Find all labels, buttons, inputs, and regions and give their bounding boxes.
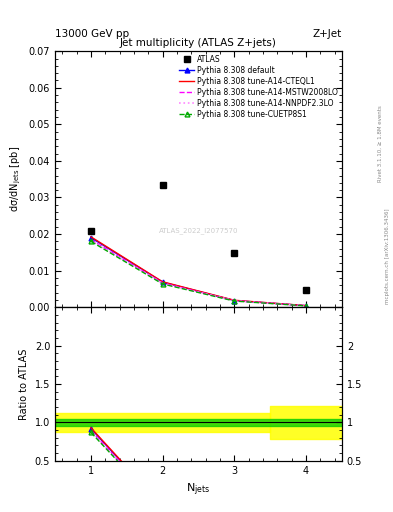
Text: ATLAS_2022_I2077570: ATLAS_2022_I2077570: [159, 227, 238, 234]
Y-axis label: Ratio to ATLAS: Ratio to ATLAS: [19, 348, 29, 420]
Text: Rivet 3.1.10, ≥ 1.8M events: Rivet 3.1.10, ≥ 1.8M events: [378, 105, 383, 182]
ATLAS: [304, 287, 309, 293]
Y-axis label: dσ/dN$_\mathrm{jets}$ [pb]: dσ/dN$_\mathrm{jets}$ [pb]: [9, 146, 23, 212]
Text: 13000 GeV pp: 13000 GeV pp: [55, 29, 129, 39]
Title: Jet multiplicity (ATLAS Z+jets): Jet multiplicity (ATLAS Z+jets): [120, 38, 277, 48]
Text: mcplots.cern.ch [arXiv:1306.3436]: mcplots.cern.ch [arXiv:1306.3436]: [385, 208, 389, 304]
ATLAS: [160, 182, 165, 188]
ATLAS: [232, 250, 237, 257]
ATLAS: [88, 228, 93, 234]
Line: ATLAS: ATLAS: [88, 182, 309, 292]
Legend: ATLAS, Pythia 8.308 default, Pythia 8.308 tune-A14-CTEQL1, Pythia 8.308 tune-A14: ATLAS, Pythia 8.308 default, Pythia 8.30…: [177, 53, 340, 120]
X-axis label: N$_\mathrm{jets}$: N$_\mathrm{jets}$: [186, 481, 211, 498]
Text: Z+Jet: Z+Jet: [313, 29, 342, 39]
